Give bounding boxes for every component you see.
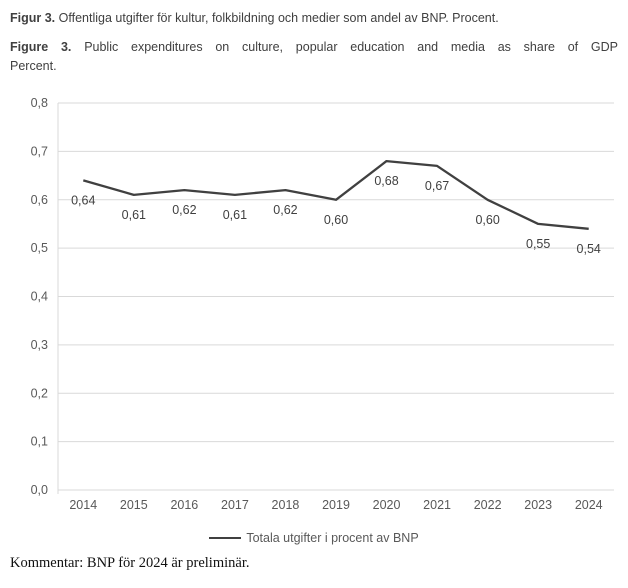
x-axis-tick-label: 2016: [170, 498, 198, 510]
y-axis-tick-label: 0,8: [31, 96, 48, 110]
data-point-label: 0,64: [71, 193, 95, 207]
x-axis-tick-label: 2020: [373, 498, 401, 510]
chart-canvas: 0,0 0,1 0,2 0,3 0,4 0,5 0,6 0,7 0,8 0,64 0,61 0,62 0…: [31, 96, 614, 512]
y-axis-tick-label: 0,7: [31, 144, 48, 158]
data-point-label: 0,61: [223, 208, 247, 222]
data-point-label: 0,55: [526, 237, 550, 251]
y-axis-tick-label: 0,4: [31, 290, 48, 304]
y-axis-tick-label: 0,0: [31, 483, 48, 497]
x-axis-tick-label: 2014: [69, 498, 97, 510]
data-point-label: 0,54: [577, 242, 601, 256]
data-point-label: 0,61: [122, 208, 146, 222]
figure-label-sv: Figur 3.: [10, 11, 56, 25]
figure-title-en-line1: Figure 3. Public expenditures on culture…: [10, 38, 618, 57]
y-axis-tick-label: 0,1: [31, 435, 48, 449]
y-axis-tick-label: 0,6: [31, 193, 48, 207]
x-axis-tick-label: 2017: [221, 498, 249, 510]
data-point-label: 0,68: [374, 174, 398, 188]
series-line: [82, 159, 589, 230]
figure-title-sv: Figur 3. Offentliga utgifter för kultur,…: [10, 9, 618, 28]
x-axis-tick-label: 2023: [524, 498, 552, 510]
figure-captions: Figur 3. Offentliga utgifter för kultur,…: [10, 9, 618, 76]
x-axis-tick-label: 2024: [575, 498, 603, 510]
x-axis-tick-label: 2015: [120, 498, 148, 510]
x-axis-tick-label: 2019: [322, 498, 350, 510]
data-point-label: 0,60: [324, 213, 348, 227]
line-chart: 0,0 0,1 0,2 0,3 0,4 0,5 0,6 0,7 0,8 0,64 0,61 0,62 0…: [0, 90, 628, 512]
y-axis-tick-label: 0,2: [31, 386, 48, 400]
figure-title-en-line2: Percent.: [10, 59, 57, 73]
x-axis-tick-label: 2022: [474, 498, 502, 510]
figure-text-en: Public expenditures on culture, popular …: [84, 40, 619, 54]
y-axis-tick-label: 0,3: [31, 338, 48, 352]
data-point-label: 0,60: [475, 213, 499, 227]
legend-label: Totala utgifter i procent av BNP: [246, 531, 419, 545]
data-point-label: 0,62: [273, 203, 297, 217]
figure-label-en: Figure 3.: [10, 40, 72, 54]
figure-title-en: Figure 3. Public expenditures on culture…: [10, 38, 618, 76]
data-point-label: 0,67: [425, 179, 449, 193]
legend-line-sample-icon: [209, 537, 242, 539]
chart-legend: Totala utgifter i procent av BNP: [0, 530, 628, 546]
data-point-label: 0,62: [172, 203, 196, 217]
figure-text-sv: Offentliga utgifter för kultur, folkbild…: [58, 11, 499, 25]
x-axis-tick-label: 2021: [423, 498, 451, 510]
comment-text: Kommentar: BNP för 2024 är preliminär.: [10, 555, 250, 571]
y-axis-tick-label: 0,5: [31, 241, 48, 255]
x-axis-tick-label: 2018: [272, 498, 300, 510]
